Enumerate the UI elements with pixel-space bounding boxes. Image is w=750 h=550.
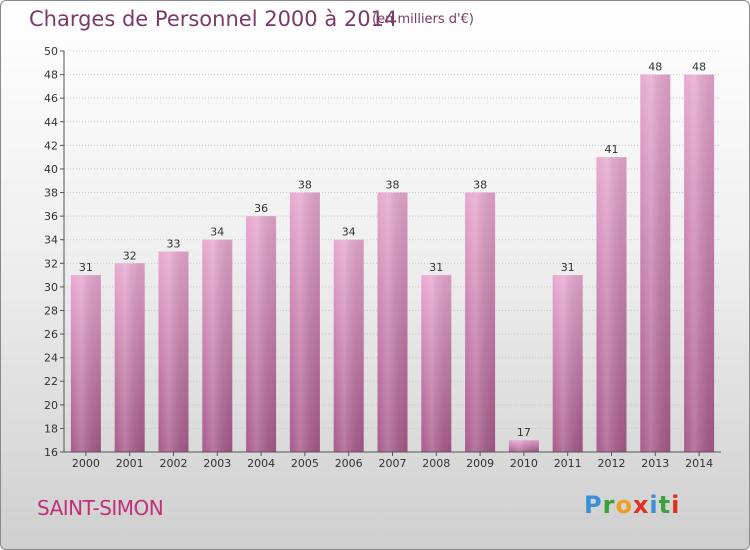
y-tick-label: 36 (44, 210, 58, 223)
proxiti-logo: Proxiti (584, 491, 680, 519)
data-label: 41 (605, 143, 619, 156)
bar-shading (114, 263, 145, 452)
bar-shading (377, 192, 408, 452)
logo-letter: o (615, 491, 633, 519)
bar-shading (596, 157, 627, 452)
data-label: 34 (210, 226, 224, 239)
data-label: 48 (692, 61, 706, 74)
chart-title: Charges de Personnel 2000 à 2014 (29, 7, 398, 31)
bar-shading (202, 239, 233, 452)
data-label: 31 (429, 261, 443, 274)
bar-shading (158, 251, 189, 452)
data-label: 38 (386, 179, 400, 192)
y-tick-label: 22 (44, 375, 58, 388)
data-label: 33 (167, 238, 181, 251)
logo-letter: i (649, 491, 659, 519)
y-tick-label: 40 (44, 163, 58, 176)
chart-subtitle: (en milliers d'€) (372, 12, 474, 27)
bar-shading (640, 74, 671, 453)
data-label: 32 (123, 249, 137, 262)
logo-letter: P (584, 491, 603, 519)
bar-shading (465, 192, 496, 452)
logo-letter: x (632, 491, 650, 519)
x-tick-label: 2008 (422, 457, 450, 470)
x-tick-label: 2010 (510, 457, 538, 470)
y-tick-label: 26 (44, 328, 58, 341)
y-tick-label: 34 (44, 234, 58, 247)
data-label: 38 (298, 179, 312, 192)
x-tick-label: 2005 (291, 457, 319, 470)
y-tick-label: 16 (44, 446, 58, 459)
data-label: 17 (517, 426, 531, 439)
bar-shading (508, 440, 539, 452)
x-tick-label: 2006 (335, 457, 363, 470)
x-tick-label: 2003 (203, 457, 231, 470)
y-tick-label: 44 (44, 116, 58, 129)
bar-shading (246, 216, 277, 452)
y-tick-label: 38 (44, 187, 58, 200)
y-tick-label: 48 (44, 69, 58, 82)
x-tick-label: 2013 (641, 457, 669, 470)
data-label: 38 (473, 179, 487, 192)
y-tick-label: 42 (44, 139, 58, 152)
data-label: 34 (342, 226, 356, 239)
data-label: 31 (79, 261, 93, 274)
bar-shading (333, 239, 364, 452)
logo-letter: r (602, 491, 616, 519)
bar-shading (552, 275, 583, 452)
x-tick-label: 2011 (554, 457, 582, 470)
x-tick-label: 2012 (598, 457, 626, 470)
x-tick-label: 2000 (72, 457, 100, 470)
x-tick-label: 2009 (466, 457, 494, 470)
y-tick-label: 20 (44, 399, 58, 412)
bar-shading (70, 275, 101, 452)
x-tick-label: 2014 (685, 457, 713, 470)
data-label: 48 (648, 61, 662, 74)
y-tick-label: 46 (44, 92, 58, 105)
y-tick-label: 24 (44, 352, 58, 365)
bar-shading (684, 74, 715, 453)
x-tick-label: 2004 (247, 457, 275, 470)
y-tick-label: 18 (44, 422, 58, 435)
x-tick-label: 2002 (160, 457, 188, 470)
y-tick-label: 32 (44, 257, 58, 270)
commune-name: SAINT-SIMON (37, 496, 164, 520)
bar-shading (421, 275, 452, 452)
logo-letter: t (658, 491, 672, 519)
data-label: 31 (561, 261, 575, 274)
x-tick-label: 2001 (116, 457, 144, 470)
y-tick-label: 30 (44, 281, 58, 294)
data-label: 36 (254, 202, 268, 215)
bar-shading (289, 192, 320, 452)
y-tick-label: 50 (44, 45, 58, 58)
logo-letter: i (671, 491, 681, 519)
y-tick-label: 28 (44, 304, 58, 317)
x-tick-label: 2007 (379, 457, 407, 470)
